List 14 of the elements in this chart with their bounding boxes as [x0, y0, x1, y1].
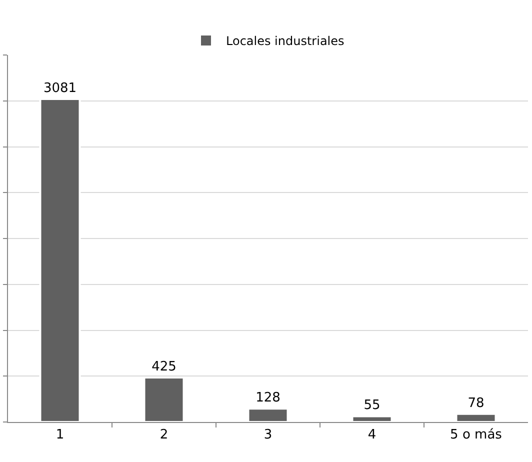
bar [247, 408, 289, 422]
x-tick-label: 1 [56, 428, 64, 443]
data-label: 55 [364, 398, 380, 414]
data-label: 128 [256, 390, 280, 406]
data-label: 78 [468, 396, 484, 411]
bar [455, 412, 497, 422]
bar [351, 415, 393, 422]
legend-label: Locales industriales [226, 34, 344, 48]
x-tick-label: 4 [368, 428, 376, 443]
data-label: 425 [152, 359, 176, 374]
x-tick-label: 3 [264, 428, 272, 443]
x-tick-label: 2 [160, 428, 168, 443]
data-label: 3081 [43, 80, 77, 96]
x-tick-label: 5 o más [450, 428, 502, 443]
